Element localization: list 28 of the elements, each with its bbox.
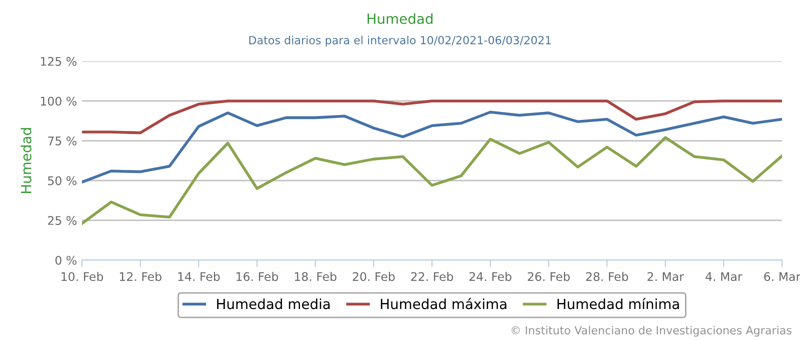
x-tick-label: 18. Feb [294,272,336,282]
y-tick-label: 50 % [48,176,76,186]
text: © Instituto Valenciano de Investigaciones Agrarias [512,326,792,337]
y-tick-label: 0 % [55,256,76,265]
x-tick-label: 14. Feb [178,272,220,282]
x-tick-label: 26. Feb [528,272,570,282]
chart-title: Humedad [368,13,432,24]
y-tick-label: 75 % [48,136,76,146]
x-tick-label: 24. Feb [469,272,512,282]
y-tick-label: 25 % [48,216,76,225]
legend-label: Humedad mínima [558,298,679,310]
line-series [82,110,782,184]
chart-subtitle: Datos diarios para el intervalo 10/02/2021-06/03/2021 [249,36,551,47]
x-tick-label: 22. Feb [411,272,454,282]
x-tick-label: 12. Feb [120,272,162,282]
legend-label: Humedad máxima [380,298,506,310]
x-tick-label: 28. Feb [586,272,628,282]
y-tick-label: 125 % [40,56,76,66]
x-tick-label: 10. Feb [62,272,104,282]
x-tick-label: 16. Feb [236,272,278,282]
line-series [82,100,782,134]
x-tick-label: 2. Mar [648,272,684,282]
x-tick-label: 20. Feb [352,272,395,282]
y-axis-title: Humedad [20,128,32,194]
y-tick-label: 100 % [40,96,76,106]
line-series [82,136,782,225]
x-tick-label: 4. Mar [706,272,742,282]
legend-label: Humedad media [217,298,330,310]
